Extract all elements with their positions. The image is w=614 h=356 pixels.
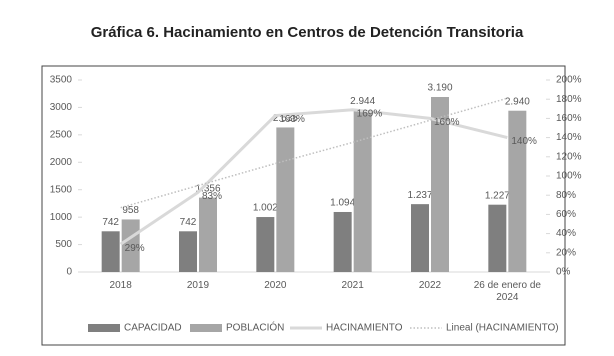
legend-swatch	[88, 324, 120, 332]
bar-value-label: 2.944	[350, 96, 375, 107]
bar-value-label: 1.002	[253, 203, 278, 214]
bar	[199, 197, 217, 272]
x-tick-label-box: 2022	[418, 280, 442, 291]
bar	[179, 231, 197, 272]
y-tick-label: 3000	[50, 102, 73, 113]
bar	[488, 204, 507, 272]
x-tick-label: 2021	[341, 280, 364, 291]
y-tick-label: 2000	[50, 157, 73, 168]
y-tick-label: 2500	[50, 129, 73, 140]
bar	[276, 127, 295, 272]
bar	[333, 211, 352, 272]
bar	[508, 110, 527, 272]
bar-value-label: 742	[180, 217, 197, 228]
bar	[431, 97, 449, 273]
y2-tick-label: 140%	[556, 132, 582, 143]
y2-tick-label: 160%	[556, 113, 582, 124]
y-tick-label: 500	[55, 239, 72, 250]
y-tick-label: 0	[66, 267, 72, 278]
legend-swatch	[190, 324, 222, 332]
legend-label: POBLACIÓN	[226, 321, 284, 334]
bar	[256, 217, 275, 272]
bar	[121, 219, 140, 272]
bar-value-label: 2.635	[273, 113, 298, 124]
x-tick-label: 2022	[418, 280, 442, 291]
x-tick-label-box: 2021	[341, 280, 364, 291]
bar-value-label: 1.094	[330, 198, 355, 209]
chart-frame	[41, 65, 566, 346]
bar	[101, 231, 120, 272]
x-tick-label-box: 2020	[264, 280, 287, 291]
bar-value-label: 742	[102, 217, 119, 228]
x-tick-label: 2018	[109, 280, 132, 291]
chart-title: Gráfica 6. Hacinamiento en Centros de De…	[91, 24, 524, 41]
x-tick-label: 2019	[186, 280, 210, 291]
y2-tick-label: 0%	[556, 267, 571, 278]
y-tick-label: 1000	[50, 212, 73, 223]
bar	[353, 110, 372, 272]
x-tick-label-box: 2018	[109, 280, 132, 291]
line-value-label: 140%	[511, 136, 537, 147]
y2-tick-label: 120%	[556, 151, 582, 162]
x-tick-label-box: 2019	[186, 280, 210, 291]
y-tick-label: 3500	[50, 75, 73, 86]
y2-tick-label: 80%	[556, 190, 576, 201]
x-tick-label: 26 de enero de 2024	[473, 280, 541, 303]
legend-label: HACINAMIENTO	[326, 323, 403, 334]
y-tick-label: 1500	[50, 184, 73, 195]
line-value-label: 163%	[279, 114, 305, 125]
x-tick-label: 2020	[264, 280, 287, 291]
y2-tick-label: 20%	[556, 247, 576, 258]
line-value-label: 29%	[125, 243, 145, 254]
y2-tick-label: 180%	[556, 94, 582, 105]
bar-value-label: 1.237	[407, 190, 432, 201]
y2-tick-label: 200%	[556, 75, 582, 86]
y2-tick-label: 60%	[556, 209, 576, 220]
legend-label: CAPACIDAD	[124, 323, 182, 334]
line	[119, 108, 508, 246]
y2-tick-label: 40%	[556, 228, 576, 239]
bar	[411, 204, 429, 272]
legend-label: Lineal (HACINAMIENTO)	[446, 323, 559, 334]
trend-line	[120, 97, 508, 209]
bar-value-label: 2.940	[505, 96, 530, 107]
bar-value-label: 3.190	[427, 83, 452, 94]
line-value-label: 83%	[202, 191, 222, 202]
y2-tick-label: 100%	[556, 171, 582, 182]
x-tick-label-box: 26 de enero de 2024	[473, 280, 541, 303]
bar-value-label: 1.227	[485, 190, 510, 201]
line-value-label: 169%	[357, 108, 383, 119]
bar-value-label: 1.356	[195, 183, 220, 194]
line-value-label: 160%	[434, 117, 460, 128]
bar-value-label: 958	[122, 205, 139, 216]
